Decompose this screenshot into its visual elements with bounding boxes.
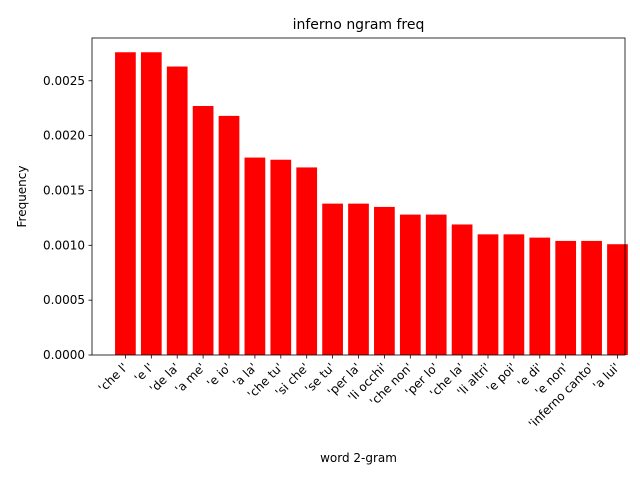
y-tick-label: 0.0000 <box>43 348 85 362</box>
bar <box>218 115 240 355</box>
bar <box>348 203 369 355</box>
y-tick-label: 0.0005 <box>43 293 85 307</box>
x-tick-label: 'e io' <box>204 360 234 390</box>
bar <box>555 240 577 355</box>
x-tick-label: 'che l' <box>96 360 131 395</box>
bar <box>270 159 292 355</box>
y-axis-label: Frequency <box>15 166 29 228</box>
bar <box>503 234 525 355</box>
x-axis: 'che l''e l''de la''a me''e io''a la''ch… <box>96 355 623 431</box>
bar <box>425 214 447 355</box>
x-tick-label: 'e poi' <box>484 360 519 395</box>
bar <box>166 66 188 356</box>
x-axis-label: word 2-gram <box>320 451 397 465</box>
bar <box>244 157 266 355</box>
chart-title: inferno ngram freq <box>293 17 425 33</box>
y-tick-label: 0.0020 <box>43 129 85 143</box>
bar <box>477 234 499 355</box>
bar <box>322 203 343 355</box>
y-axis: 0.0000 0.0005 0.0010 0.0015 0.0020 0.0025 <box>43 74 92 362</box>
x-tick-label: 'a lui' <box>590 360 623 393</box>
bar <box>296 167 318 355</box>
bar <box>451 224 473 355</box>
bar <box>140 52 162 355</box>
bar <box>581 240 602 355</box>
bar <box>374 206 395 355</box>
y-tick-label: 0.0015 <box>43 183 85 197</box>
bar <box>607 244 628 355</box>
bars-group <box>115 52 628 356</box>
bar <box>192 106 214 355</box>
y-tick-label: 0.0010 <box>43 238 85 252</box>
bar <box>115 52 136 355</box>
bar <box>529 237 551 355</box>
y-tick-label: 0.0025 <box>43 74 85 88</box>
bar <box>399 214 421 355</box>
plot-frame <box>91 37 626 356</box>
